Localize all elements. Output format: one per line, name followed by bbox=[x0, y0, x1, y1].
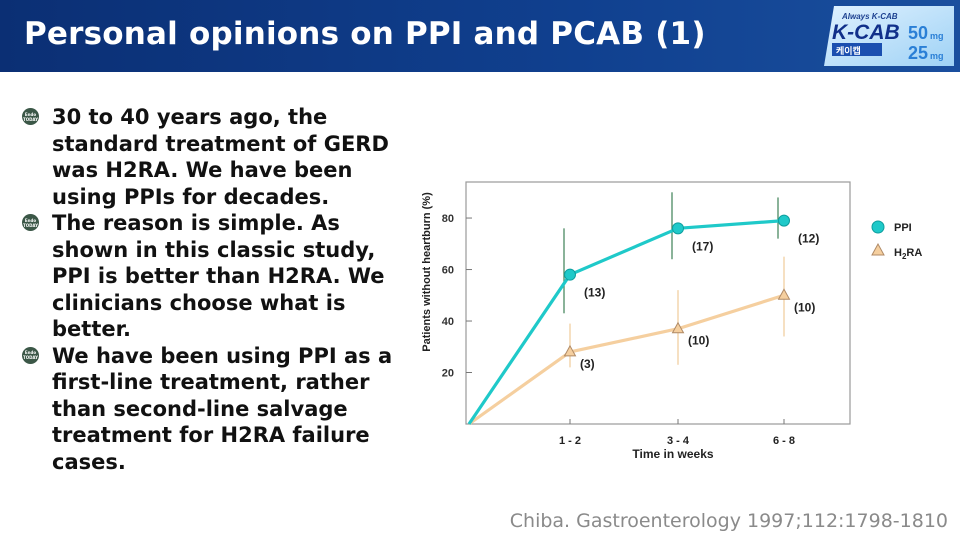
data-point-ppi bbox=[778, 214, 790, 227]
citation: Chiba. Gastroenterology 1997;112:1798-18… bbox=[509, 510, 948, 532]
page-title: Personal opinions on PPI and PCAB (1) bbox=[24, 16, 706, 52]
title-bar: Personal opinions on PPI and PCAB (1) Al… bbox=[0, 0, 960, 72]
y-tick-label: 20 bbox=[442, 368, 454, 380]
bullet-text: The reason is simple. As shown in this c… bbox=[52, 211, 385, 341]
data-label: (17) bbox=[692, 239, 713, 253]
logo-tagline: Always K-CAB bbox=[841, 12, 898, 21]
logo-unit-2: mg bbox=[930, 51, 944, 61]
x-axis-label: Time in weeks bbox=[632, 447, 713, 461]
bullet-text: We have been using PPI as a first-line t… bbox=[52, 343, 393, 474]
logo-brand: K-CAB bbox=[832, 21, 900, 44]
y-tick-label: 40 bbox=[442, 316, 454, 328]
y-tick-label: 60 bbox=[442, 265, 454, 277]
x-tick-label: 1 - 2 bbox=[559, 435, 581, 447]
x-tick-label: 3 - 4 bbox=[667, 435, 690, 447]
logo-dose-50: 50 bbox=[908, 23, 928, 43]
kcab-logo: Always K-CAB K-CAB 케이캡 50 mg 25 mg bbox=[824, 6, 954, 66]
bullet-list: Endo TODAY 30 to 40 years ago, the standa… bbox=[22, 104, 402, 475]
bullet-item: Endo TODAY The reason is simple. As shown… bbox=[22, 210, 402, 343]
y-axis-label: Patients without heartburn (%) bbox=[421, 192, 433, 352]
legend-label-h2ra: H2RA bbox=[894, 247, 922, 261]
series-line-h2ra bbox=[468, 293, 785, 426]
plot-frame bbox=[465, 181, 851, 425]
data-label: (3) bbox=[580, 357, 595, 371]
data-label: (10) bbox=[794, 300, 815, 314]
series-line-ppi bbox=[467, 219, 785, 425]
data-label: (10) bbox=[688, 334, 709, 348]
endo-today-bullet-icon: Endo TODAY bbox=[22, 346, 39, 364]
data-label: (12) bbox=[798, 232, 819, 246]
data-point-h2ra bbox=[671, 321, 685, 334]
legend-marker-h2ra bbox=[871, 242, 885, 256]
x-tick-label: 6 - 8 bbox=[773, 435, 795, 447]
data-point-h2ra bbox=[563, 344, 577, 357]
data-point-h2ra bbox=[777, 288, 791, 300]
bullet-item: Endo TODAY We have been using PPI as a fi… bbox=[22, 343, 402, 476]
logo-dose-25: 25 bbox=[908, 43, 928, 63]
heartburn-line-chart: 20 40 60 80 1 - 2 3 - 4 6 - 8 Time in weeks Pati… bbox=[421, 181, 922, 461]
data-label: (13) bbox=[584, 286, 605, 300]
data-point-ppi bbox=[672, 222, 684, 235]
bullet-text: 30 to 40 years ago, the standard treatme… bbox=[52, 105, 389, 209]
y-tick-label: 80 bbox=[442, 213, 454, 225]
endo-today-bullet-icon: Endo TODAY bbox=[22, 214, 39, 231]
logo-korean: 케이캡 bbox=[836, 45, 861, 57]
logo-unit-1: mg bbox=[930, 31, 944, 41]
legend-marker-ppi bbox=[871, 220, 885, 234]
bullet-item: Endo TODAY 30 to 40 years ago, the standa… bbox=[22, 104, 402, 210]
endo-today-bullet-icon: Endo TODAY bbox=[22, 108, 39, 125]
data-point-ppi bbox=[564, 268, 576, 281]
legend-label-ppi: PPI bbox=[894, 222, 912, 234]
